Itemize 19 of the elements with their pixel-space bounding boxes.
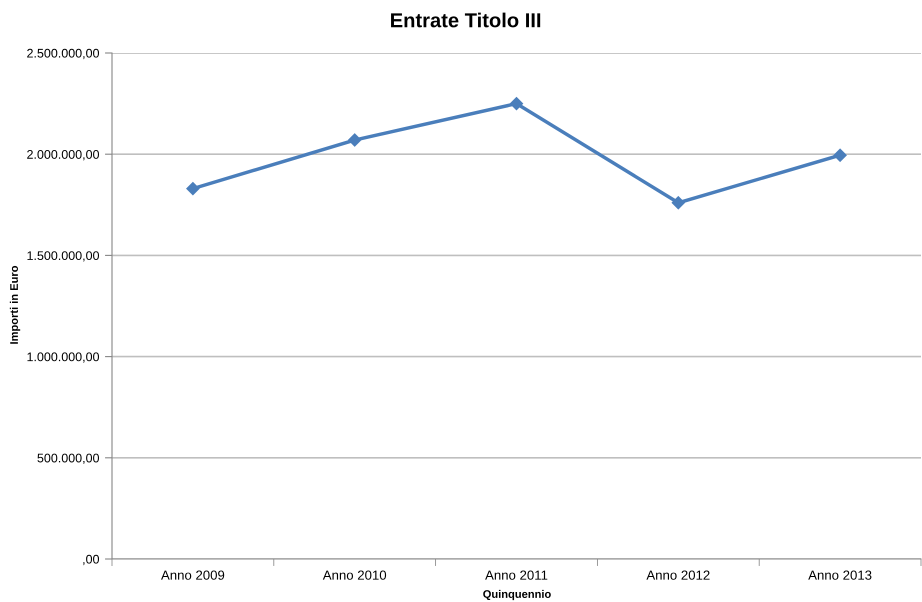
x-tick-label: Anno 2011	[485, 570, 548, 580]
x-tick-label: Anno 2013	[808, 570, 872, 580]
point	[510, 97, 524, 110]
y-tick-label: 1.000.000,00	[27, 352, 100, 363]
y-tick-label: 1.500.000,00	[27, 251, 100, 262]
x-axis-title: Quinquennio	[483, 590, 551, 600]
chart-title: Entrate Titolo III	[391, 12, 540, 28]
point	[834, 148, 847, 162]
x-tick-label: Anno 2012	[646, 570, 710, 580]
x-tick-label: Anno 2009	[161, 570, 224, 580]
y-tick-label: ,00	[83, 554, 100, 566]
point	[186, 182, 200, 196]
y-axis-title: Importi in Euro	[10, 266, 20, 344]
x-tick-label: Anno 2010	[322, 570, 386, 580]
y-tick-label: 500.000,00	[37, 454, 100, 464]
point	[672, 196, 685, 210]
y-tick-label: 2.500.000,00	[27, 48, 100, 60]
y-tick-label: 2.000.000,00	[27, 150, 100, 160]
point	[348, 133, 362, 147]
